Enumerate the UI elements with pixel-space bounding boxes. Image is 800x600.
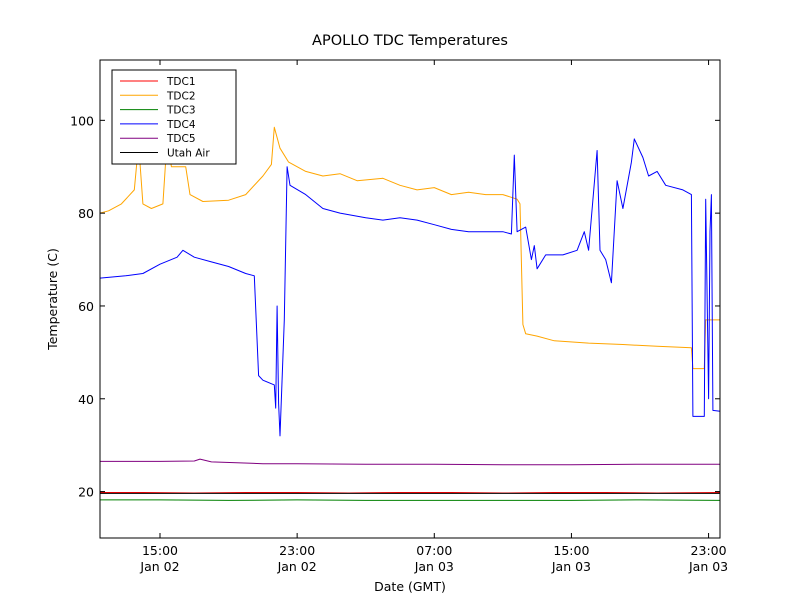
legend: TDC1 TDC2 TDC3 TDC4 TDC5 Utah Air [111, 69, 237, 165]
y-axis-label: Temperature (C) [45, 248, 60, 351]
chart-title: APOLLO TDC Temperatures [312, 33, 508, 49]
series-line-tdc4 [99, 138, 721, 437]
x-tick-date-label: Jan 03 [551, 559, 591, 574]
plot-lines [99, 126, 721, 501]
legend-label: TDC2 [166, 90, 196, 102]
x-tick-label: 15:00 [142, 543, 178, 558]
y-tick-label: 100 [70, 113, 94, 128]
x-tick-date-label: Jan 02 [139, 559, 179, 574]
x-tick-date-label: Jan 02 [277, 559, 317, 574]
y-tick-label: 40 [78, 392, 94, 407]
x-axis-label: Date (GMT) [374, 579, 446, 594]
series-line-tdc2 [99, 126, 720, 370]
series-line-tdc3 [100, 499, 721, 501]
legend-label: TDC5 [166, 133, 196, 145]
x-tick-date-label: Jan 03 [414, 559, 454, 574]
x-tick-date-label: Jan 03 [688, 559, 728, 574]
y-tick-label: 80 [78, 206, 94, 221]
legend-box [111, 69, 237, 165]
x-tick-label: 07:00 [416, 543, 452, 558]
y-tick-label: 20 [78, 485, 94, 500]
plot-frame [99, 59, 721, 539]
x-tick-label: 23:00 [279, 543, 315, 558]
legend-label: TDC1 [166, 76, 196, 88]
legend-label: TDC3 [166, 105, 196, 117]
legend-label: Utah Air [167, 148, 210, 160]
series-line-tdc5 [100, 458, 720, 466]
x-tick-label: 15:00 [553, 543, 589, 558]
y-axis-ticks: 20 40 60 80 100 [70, 113, 720, 500]
legend-label: TDC4 [166, 119, 196, 131]
y-tick-label: 60 [78, 299, 94, 314]
x-tick-label: 23:00 [691, 543, 727, 558]
